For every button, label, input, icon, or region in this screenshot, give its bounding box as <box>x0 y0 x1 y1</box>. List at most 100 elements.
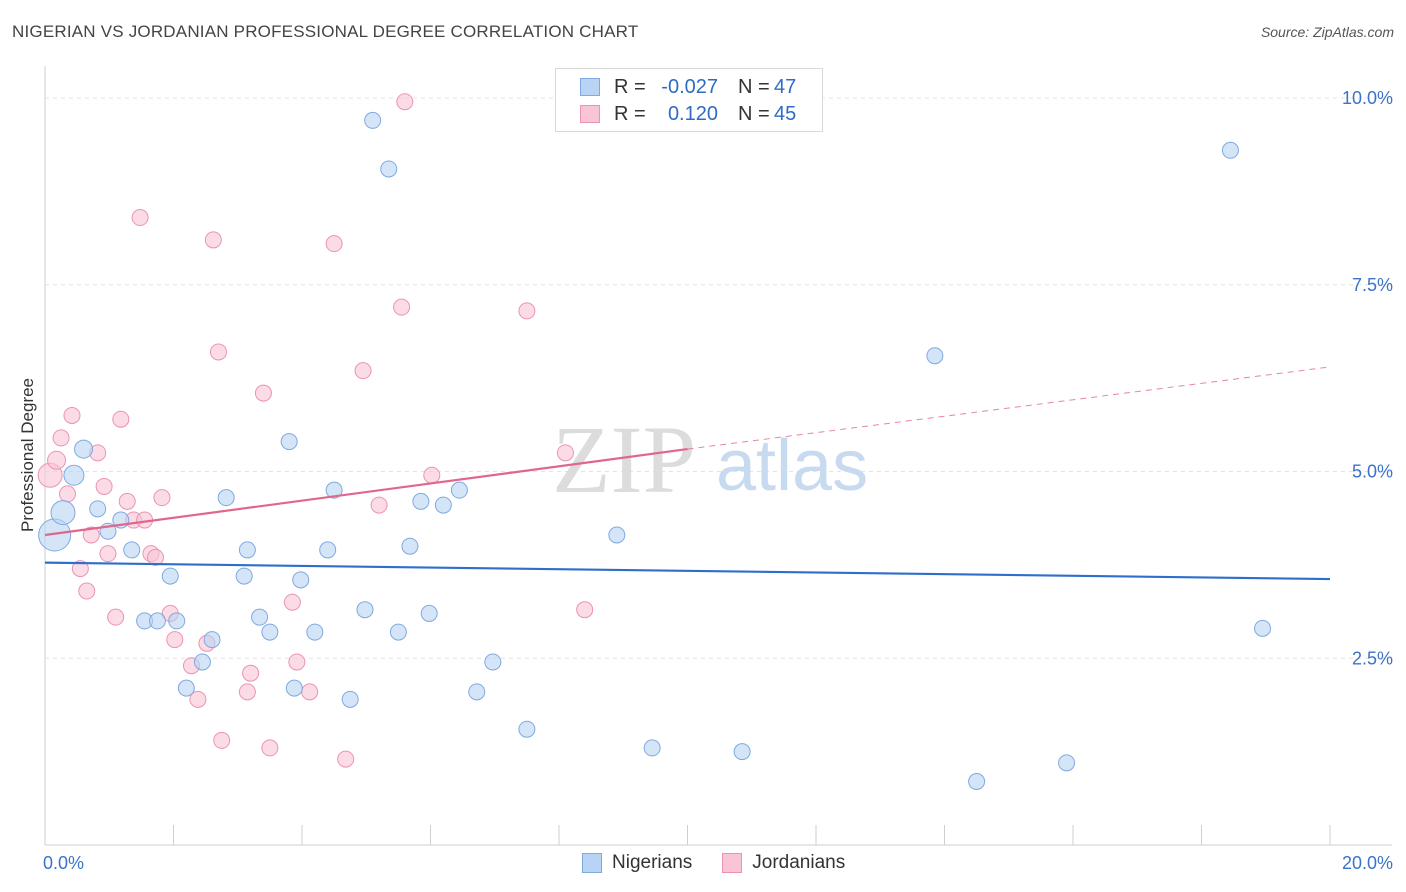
gridlines <box>45 97 1392 659</box>
jordanian-point <box>63 406 81 424</box>
jordanian-point <box>556 444 574 462</box>
jordanian-point <box>147 548 165 566</box>
legend-row-nigerians: R = -0.027 N = 47 <box>580 75 796 99</box>
jordanian-point <box>112 410 130 428</box>
nigerian-point <box>280 433 298 451</box>
y-tick-label: 7.5% <box>1352 275 1393 295</box>
nigerian-point <box>468 683 486 701</box>
nigerian-point <box>235 567 253 585</box>
blue-swatch <box>582 853 602 873</box>
nigerian-point <box>319 541 337 559</box>
jordanian-trend-line <box>44 447 688 537</box>
nigerian-point <box>193 653 211 671</box>
jordanian-point <box>71 560 89 578</box>
trend-lines <box>44 366 1331 581</box>
nigerian-point <box>285 679 303 697</box>
nigerian-point <box>74 439 94 459</box>
nigerian-trend-line <box>44 561 1331 581</box>
nigerian-point <box>292 571 310 589</box>
legend-label-jordanians: Jordanians <box>752 852 846 873</box>
nigerian-point <box>733 743 751 761</box>
nigerian-point <box>161 567 179 585</box>
jordanian-trend-extension <box>687 366 1331 450</box>
nigerian-point <box>261 623 279 641</box>
legend-row-jordanians: R = 0.120 N = 45 <box>580 102 796 126</box>
jordanian-point <box>337 750 355 768</box>
nigerian-point <box>168 612 186 630</box>
r-value: -0.027 <box>661 75 718 98</box>
jordanian-point <box>518 302 536 320</box>
correlation-legend: R = -0.027 N = 47 R = 0.120 N = 45 <box>555 68 823 132</box>
x-tick-label: 0.0% <box>43 853 84 873</box>
nigerian-point <box>148 612 166 630</box>
nigerian-point <box>306 623 324 641</box>
legend-label-nigerians: Nigerians <box>612 852 693 873</box>
axes <box>44 66 1392 846</box>
jordanian-point <box>423 466 441 484</box>
r-value: 0.120 <box>667 102 718 125</box>
nigerian-point <box>434 496 452 514</box>
nigerian-point <box>608 526 626 544</box>
y-tick-label: 2.5% <box>1352 648 1393 668</box>
nigerian-point <box>1221 141 1239 159</box>
nigerian-point <box>412 492 430 510</box>
nigerian-point <box>1254 619 1272 637</box>
watermark-zip: ZIP <box>552 406 696 513</box>
n-value: 45 <box>774 102 797 125</box>
y-tick-label: 10.0% <box>1342 88 1393 108</box>
jordanian-point <box>95 477 113 495</box>
chart-title: NIGERIAN VS JORDANIAN PROFESSIONAL DEGRE… <box>12 22 639 41</box>
y-tick-label: 5.0% <box>1352 462 1393 482</box>
nigerian-points <box>38 111 1272 791</box>
tick-labels: 2.5% 5.0% 7.5% 10.0% 0.0% 20.0% <box>43 88 1393 873</box>
nigerian-point <box>389 623 407 641</box>
nigerian-point <box>63 464 85 486</box>
jordanian-point <box>78 582 96 600</box>
nigerian-point <box>380 160 398 178</box>
jordanian-point <box>52 429 70 447</box>
jordanian-point <box>370 496 388 514</box>
jordanian-point <box>82 526 100 544</box>
jordanian-point <box>118 492 136 510</box>
nigerian-point <box>50 500 76 526</box>
jordanian-point <box>393 298 411 316</box>
jordanian-point <box>131 209 149 227</box>
nigerian-point <box>450 481 468 499</box>
jordanian-point <box>354 362 372 380</box>
jordanian-points <box>37 93 594 768</box>
nigerian-point <box>484 653 502 671</box>
nigerian-point <box>1058 754 1076 772</box>
blue-swatch <box>580 78 600 96</box>
nigerian-point <box>518 720 536 738</box>
jordanian-point <box>242 664 260 682</box>
legend-item-jordanians[interactable]: Jordanians <box>722 852 845 874</box>
jordanian-point <box>204 231 222 249</box>
nigerian-point <box>364 111 382 129</box>
n-value: 47 <box>774 75 797 98</box>
legend-item-nigerians[interactable]: Nigerians <box>582 852 692 874</box>
jordanian-point <box>209 343 227 361</box>
series-legend: Nigerians Jordanians <box>582 852 875 874</box>
jordanian-point <box>99 545 117 563</box>
nigerian-point <box>325 481 343 499</box>
nigerian-point <box>968 773 986 791</box>
pink-swatch <box>722 853 743 873</box>
pink-swatch <box>580 105 600 123</box>
watermark: ZIP atlas <box>552 406 868 513</box>
jordanian-point <box>107 608 125 626</box>
jordanian-point <box>325 235 343 253</box>
nigerian-point <box>926 347 944 365</box>
jordanian-point <box>166 631 184 649</box>
jordanian-point <box>189 690 207 708</box>
n-label: N = <box>738 102 770 125</box>
nigerian-point <box>177 679 195 697</box>
watermark-atlas: atlas <box>716 426 868 506</box>
jordanian-point <box>576 601 594 619</box>
jordanian-point <box>153 489 171 507</box>
jordanian-point <box>396 93 414 111</box>
source-label: Source: ZipAtlas.com <box>1260 24 1394 40</box>
nigerian-point <box>356 601 374 619</box>
jordanian-point <box>254 384 272 402</box>
jordanian-point <box>288 653 306 671</box>
